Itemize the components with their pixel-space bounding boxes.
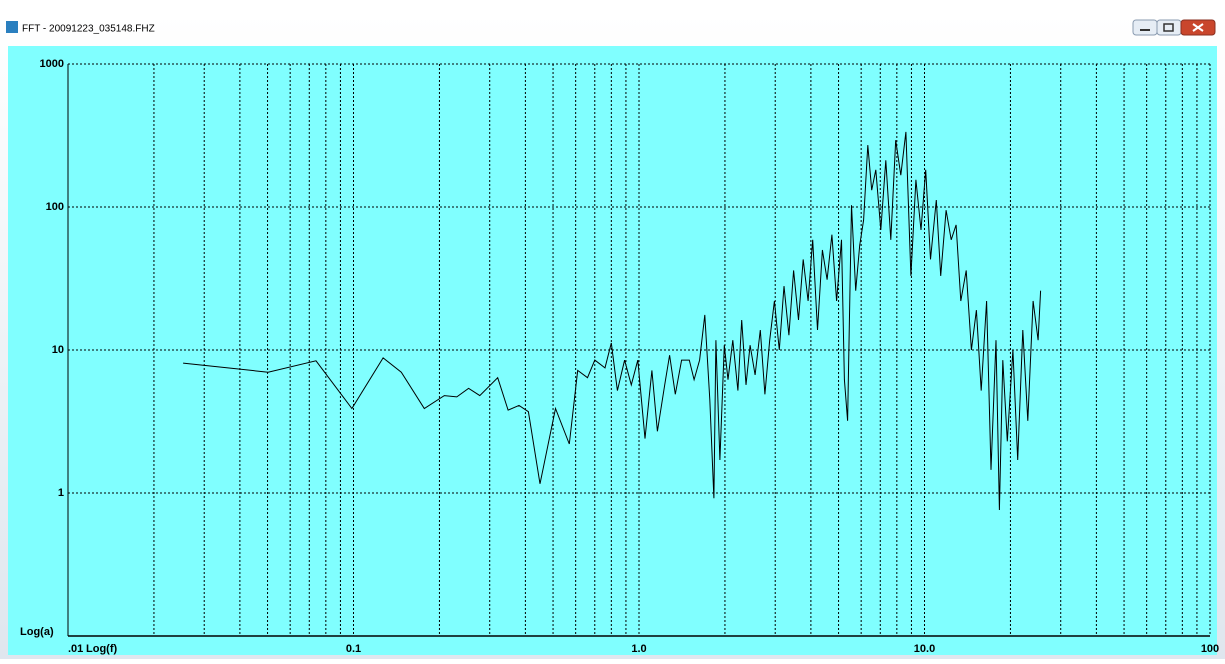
x-tick-label: 1.0: [631, 643, 646, 655]
spectrum-line: [183, 131, 1042, 511]
x-axis-label: Log(f): [86, 643, 117, 655]
y-tick-label: 1: [58, 487, 64, 499]
close-icon: [1192, 23, 1204, 32]
maximize-button[interactable]: [1156, 19, 1182, 36]
y-tick-label: 10: [52, 344, 64, 356]
minimize-button[interactable]: [1132, 19, 1158, 36]
y-tick-label: 1000: [40, 58, 64, 70]
x-tick-label: 100: [1201, 643, 1219, 655]
plot: 1 10 100 1000 .01 0.1 1.0 10.0 100 Log(f) Log(a): [20, 58, 1219, 655]
x-tick-label: 0.1: [346, 643, 361, 655]
app-icon: [6, 21, 18, 33]
y-axis-label: Log(a): [20, 626, 54, 638]
y-tick-label: 100: [46, 201, 64, 213]
maximize-icon: [1163, 23, 1174, 32]
x-tick-label: 10.0: [914, 643, 935, 655]
window-title: FFT - 20091223_035148.FHZ: [22, 24, 155, 35]
x-tick-label: .01: [68, 643, 83, 655]
